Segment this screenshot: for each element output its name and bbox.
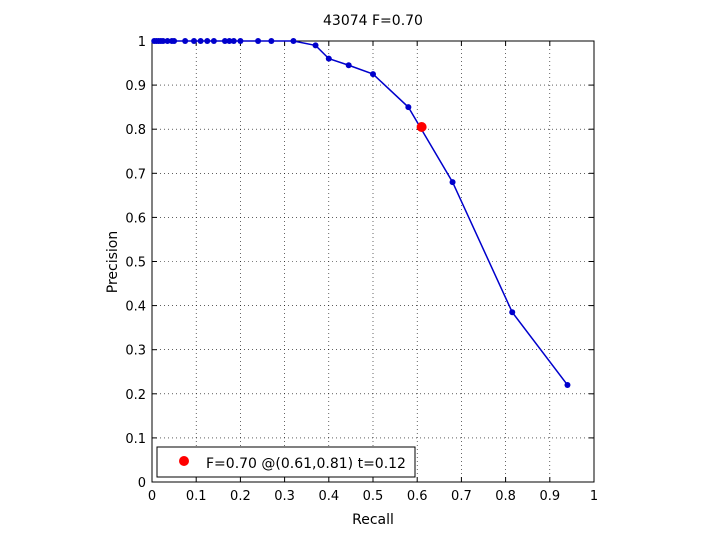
data-point xyxy=(405,104,412,111)
data-point xyxy=(325,55,332,62)
data-point xyxy=(226,38,233,44)
data-point xyxy=(230,38,237,44)
y-tick-label: 0.6 xyxy=(125,211,146,226)
y-tick-label: 1 xyxy=(138,35,146,50)
data-point xyxy=(509,309,516,316)
data-point xyxy=(164,38,171,44)
x-tick-label: 0.3 xyxy=(274,489,295,504)
y-tick-label: 0.7 xyxy=(125,167,146,182)
y-tick-label: 0.5 xyxy=(125,256,146,271)
series-layer xyxy=(151,38,571,388)
data-point xyxy=(564,381,571,388)
data-point xyxy=(182,38,189,44)
x-tick-label: 0.4 xyxy=(318,489,339,504)
y-tick-label: 0.2 xyxy=(125,388,146,403)
data-point xyxy=(268,38,275,44)
data-point xyxy=(204,38,211,44)
y-tick-label: 0.3 xyxy=(125,344,146,359)
x-tick-label: 0.1 xyxy=(186,489,207,504)
x-tick-label: 0.8 xyxy=(495,489,516,504)
y-tick-label: 0.8 xyxy=(125,123,146,138)
y-tick-label: 0.9 xyxy=(125,79,146,94)
legend-marker xyxy=(179,456,189,466)
x-axis-title: Recall xyxy=(352,512,394,528)
data-point xyxy=(190,38,197,44)
x-tick-label: 0 xyxy=(148,489,156,504)
grid-lines xyxy=(152,41,594,482)
y-tick-label: 0 xyxy=(138,476,146,491)
data-point xyxy=(312,42,319,49)
data-point xyxy=(210,38,217,44)
best-f-point xyxy=(416,121,427,132)
legend-label: F=0.70 @(0.61,0.81) t=0.12 xyxy=(206,456,406,472)
data-point xyxy=(151,38,158,44)
x-tick-label: 0.2 xyxy=(230,489,251,504)
data-point xyxy=(449,179,456,186)
y-tick-label: 0.4 xyxy=(125,300,146,315)
data-point xyxy=(345,62,352,69)
data-point xyxy=(168,38,175,44)
x-tick-label: 0.5 xyxy=(363,489,384,504)
y-axis-title: Precision xyxy=(105,231,121,293)
x-tick-label: 0.6 xyxy=(407,489,428,504)
axis-ticks: 0 0.1 0.2 0.3 0.4 0.5 0.6 0.7 0.8 0.9 1 0 0.1 0.2 0.3 0… xyxy=(125,35,598,504)
x-tick-label: 0.7 xyxy=(451,489,472,504)
chart-title: 43074 F=0.70 xyxy=(323,13,423,29)
y-tick-label: 0.1 xyxy=(125,432,146,447)
data-point xyxy=(370,71,376,78)
data-point xyxy=(255,38,262,44)
legend: F=0.70 @(0.61,0.81) t=0.12 xyxy=(156,446,416,478)
data-point xyxy=(197,38,204,44)
data-point xyxy=(237,38,244,44)
x-tick-label: 1 xyxy=(590,489,598,504)
x-tick-label: 0.9 xyxy=(539,489,560,504)
data-point xyxy=(290,38,297,44)
legend-box xyxy=(156,446,416,478)
data-point xyxy=(221,38,228,44)
